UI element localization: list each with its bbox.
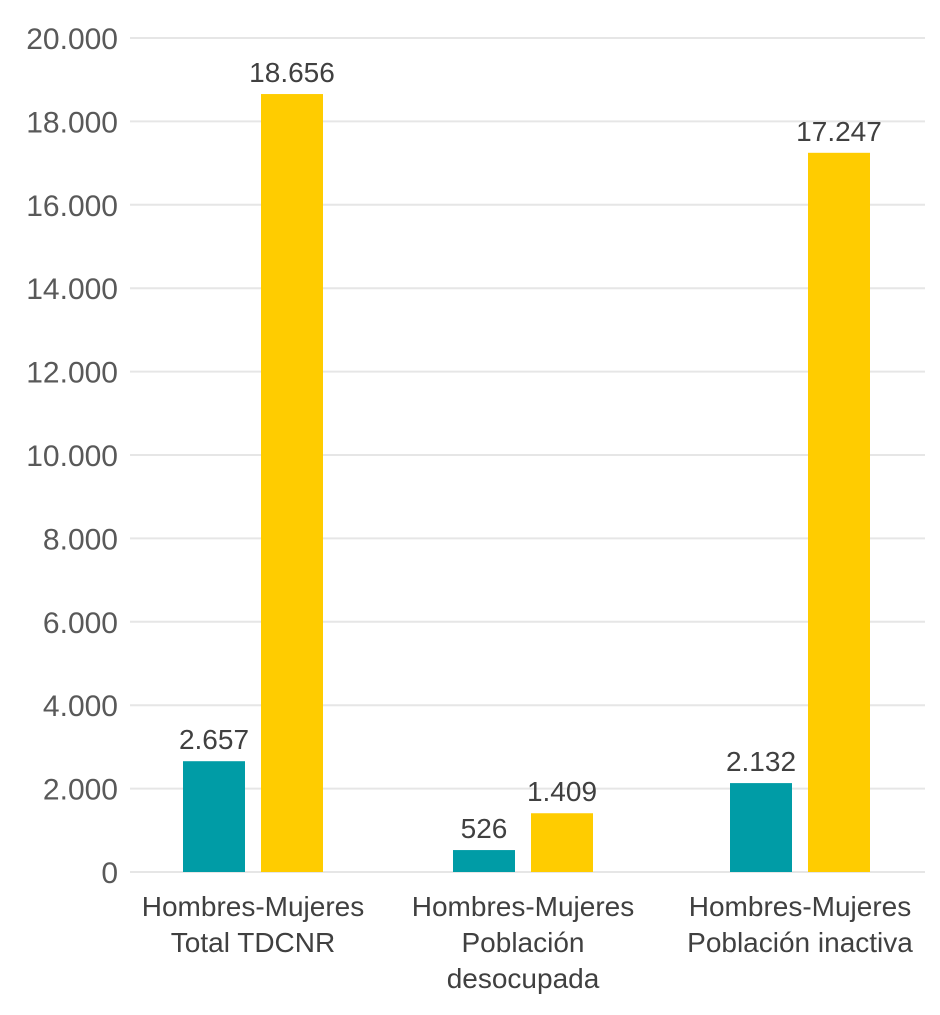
x-category-label: Hombres-Mujeres Total TDCNR <box>142 891 365 958</box>
data-label: 526 <box>461 813 508 844</box>
gridlines <box>130 37 925 873</box>
bar <box>730 783 792 872</box>
y-tick-label: 4.000 <box>43 690 118 723</box>
x-category-label-line: desocupada <box>447 963 600 994</box>
data-label: 2.132 <box>726 746 796 777</box>
bar <box>183 761 245 872</box>
x-category-label-line: Hombres-Mujeres <box>689 891 912 922</box>
x-category-label: Hombres-Mujeres Población inactiva <box>687 891 913 958</box>
x-category-label-line: Hombres-Mujeres <box>412 891 635 922</box>
data-labels: 2.657 18.656 526 1.409 2.132 17.247 <box>179 57 882 844</box>
x-axis-categories: Hombres-Mujeres Total TDCNRHombres-Mujere… <box>142 891 914 994</box>
y-tick-label: 14.000 <box>26 273 118 306</box>
data-label: 1.409 <box>527 776 597 807</box>
data-label: 18.656 <box>249 57 335 88</box>
x-category-label: Hombres-Mujeres Población desocupada <box>412 891 635 994</box>
y-tick-label: 10.000 <box>26 440 118 473</box>
y-tick-label: 18.000 <box>26 106 118 139</box>
y-tick-label: 12.000 <box>26 357 118 390</box>
bar <box>531 813 593 872</box>
x-category-label-line: Total TDCNR <box>171 927 335 958</box>
y-axis-ticks: 0 2.000 4.000 6.000 8.000 10.000 12.000 14.000 1… <box>26 23 118 890</box>
y-tick-label: 20.000 <box>26 23 118 56</box>
bars <box>183 94 870 872</box>
y-tick-label: 2.000 <box>43 774 118 807</box>
bar <box>453 850 515 872</box>
data-label: 17.247 <box>796 116 882 147</box>
y-tick-label: 16.000 <box>26 190 118 223</box>
y-tick-label: 6.000 <box>43 607 118 640</box>
bar <box>261 94 323 872</box>
data-label: 2.657 <box>179 724 249 755</box>
x-category-label-line: Población inactiva <box>687 927 913 958</box>
x-category-label-line: Hombres-Mujeres <box>142 891 365 922</box>
y-tick-label: 0 <box>101 857 118 890</box>
bar <box>808 152 870 872</box>
x-category-label-line: Población <box>462 927 585 958</box>
y-tick-label: 8.000 <box>43 523 118 556</box>
